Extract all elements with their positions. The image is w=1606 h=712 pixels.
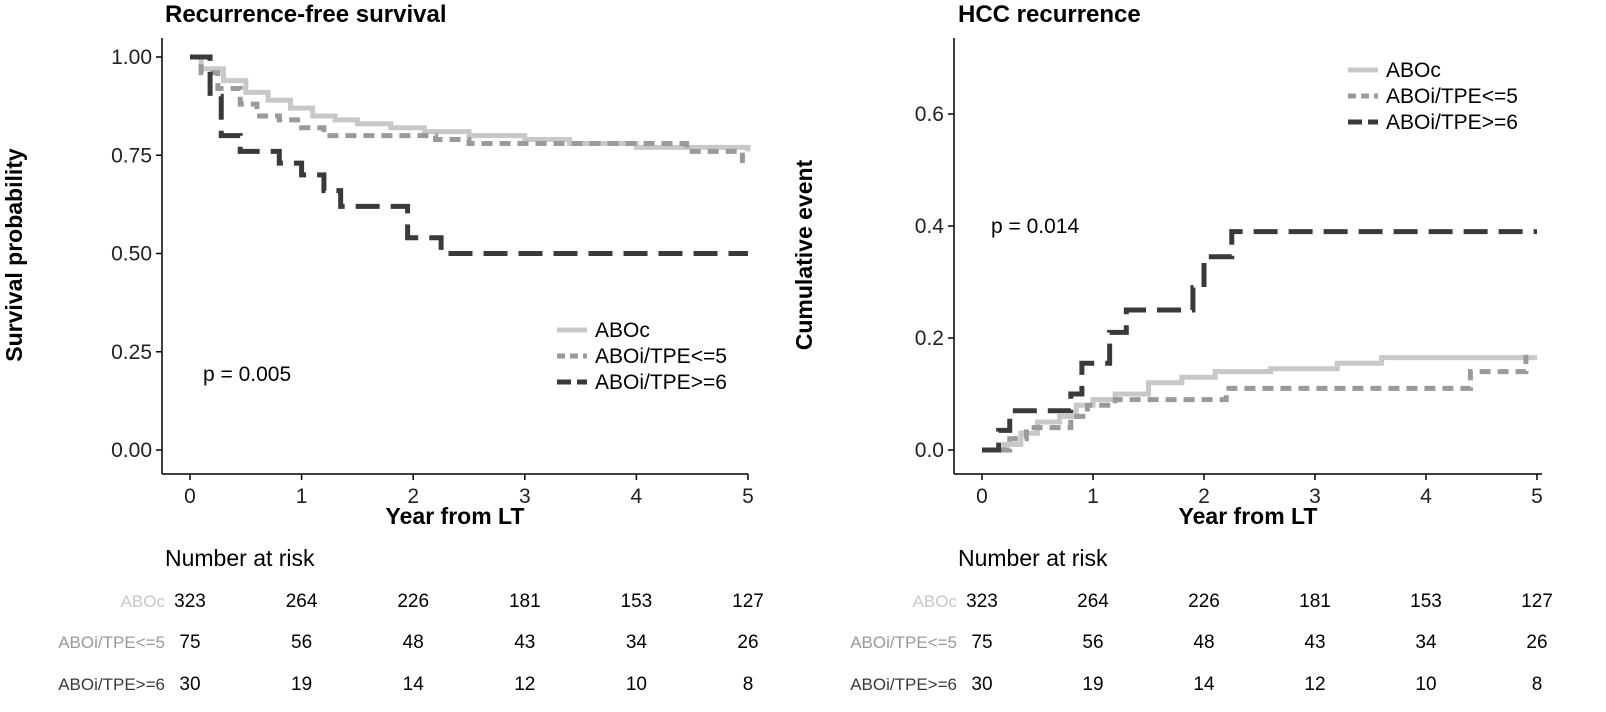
risk-row-label: ABOc: [913, 592, 958, 611]
x-tick-label: 5: [1531, 485, 1543, 508]
risk-value: 226: [397, 591, 429, 612]
km-panel-1: Recurrence-free survival 0.00 0.25 0.50 0.75…: [1, 1, 764, 695]
x-tick-label: 3: [1309, 485, 1321, 508]
risk-value: 30: [971, 674, 992, 695]
legend-label-3: ABOi/TPE>=6: [1386, 111, 1518, 134]
y-axis-label: Survival probability: [1, 148, 27, 362]
risk-value: 75: [971, 632, 992, 653]
risk-value: 48: [403, 632, 424, 653]
risk-row-label: ABOc: [121, 592, 166, 611]
risk-value: 19: [291, 674, 312, 695]
risk-value: 127: [732, 591, 764, 612]
risk-value: 75: [179, 632, 200, 653]
risk-value: 10: [1415, 674, 1436, 695]
y-tick-label: 0.25: [111, 341, 152, 364]
risk-value: 264: [1077, 591, 1109, 612]
risk-value: 323: [174, 591, 206, 612]
y-tick-label: 0.00: [111, 439, 152, 462]
y-tick-label: 0.50: [111, 243, 152, 266]
legend-label-2: ABOi/TPE<=5: [1386, 85, 1518, 108]
p-value-label: p = 0.014: [991, 215, 1079, 238]
x-tick-label: 0: [184, 485, 196, 508]
risk-table-title: Number at risk: [165, 545, 315, 571]
y-tick-label: 0.75: [111, 144, 152, 167]
legend-label-2: ABOi/TPE<=5: [595, 345, 727, 368]
chart-title: Recurrence-free survival: [165, 1, 446, 28]
risk-value: 48: [1193, 632, 1214, 653]
x-tick-label: 2: [1198, 485, 1210, 508]
risk-value: 43: [514, 632, 535, 653]
x-tick-label: 2: [407, 485, 419, 508]
risk-value: 8: [743, 674, 754, 695]
risk-value: 323: [966, 591, 998, 612]
risk-row-label: ABOi/TPE<=5: [850, 633, 957, 652]
risk-value: 34: [626, 632, 648, 653]
y-axis-label: Cumulative event: [791, 159, 817, 350]
y-tick-label: 0.6: [915, 103, 944, 126]
risk-value: 10: [626, 674, 647, 695]
x-tick-label: 0: [976, 485, 988, 508]
risk-value: 43: [1304, 632, 1325, 653]
x-tick-label: 1: [1087, 485, 1099, 508]
risk-value: 181: [1299, 591, 1331, 612]
risk-value: 264: [286, 591, 318, 612]
series-line-1: [190, 54, 751, 152]
y-tick-label: 0.4: [915, 215, 945, 238]
x-tick-label: 5: [742, 485, 754, 508]
series-line-1: [982, 355, 1537, 453]
risk-row-label: ABOi/TPE<=5: [58, 633, 165, 652]
series-line-2: [190, 54, 745, 164]
x-tick-label: 4: [631, 485, 643, 508]
series-line-2: [982, 354, 1529, 453]
risk-row-label: ABOi/TPE>=6: [850, 675, 957, 694]
risk-value: 12: [514, 674, 535, 695]
risk-value: 153: [621, 591, 653, 612]
x-tick-label: 3: [519, 485, 531, 508]
p-value-label: p = 0.005: [203, 363, 291, 386]
y-tick-label: 0.2: [915, 327, 944, 350]
risk-value: 12: [1304, 674, 1325, 695]
x-tick-label: 4: [1420, 485, 1432, 508]
legend-label-3: ABOi/TPE>=6: [595, 371, 727, 394]
legend-label-1: ABOc: [595, 319, 650, 342]
x-axis-label: Year from LT: [1179, 503, 1318, 529]
series-line-3: [982, 229, 1537, 453]
risk-value: 34: [1415, 632, 1437, 653]
x-axis-label: Year from LT: [386, 503, 525, 529]
risk-value: 56: [291, 632, 312, 653]
risk-value: 19: [1082, 674, 1103, 695]
risk-value: 14: [1193, 674, 1215, 695]
risk-value: 56: [1082, 632, 1103, 653]
risk-value: 153: [1410, 591, 1442, 612]
risk-value: 127: [1521, 591, 1553, 612]
x-tick-label: 1: [296, 485, 308, 508]
risk-value: 26: [737, 632, 758, 653]
risk-row-label: ABOi/TPE>=6: [58, 675, 165, 694]
risk-value: 14: [403, 674, 425, 695]
risk-value: 8: [1532, 674, 1543, 695]
chart-title: HCC recurrence: [958, 1, 1141, 28]
risk-value: 30: [179, 674, 200, 695]
risk-table-title: Number at risk: [958, 545, 1108, 571]
y-tick-label: 0.0: [915, 439, 944, 462]
risk-value: 26: [1526, 632, 1547, 653]
risk-value: 226: [1188, 591, 1220, 612]
legend-label-1: ABOc: [1386, 59, 1441, 82]
series-line-3: [190, 54, 748, 256]
risk-value: 181: [509, 591, 541, 612]
y-tick-label: 1.00: [111, 46, 152, 69]
